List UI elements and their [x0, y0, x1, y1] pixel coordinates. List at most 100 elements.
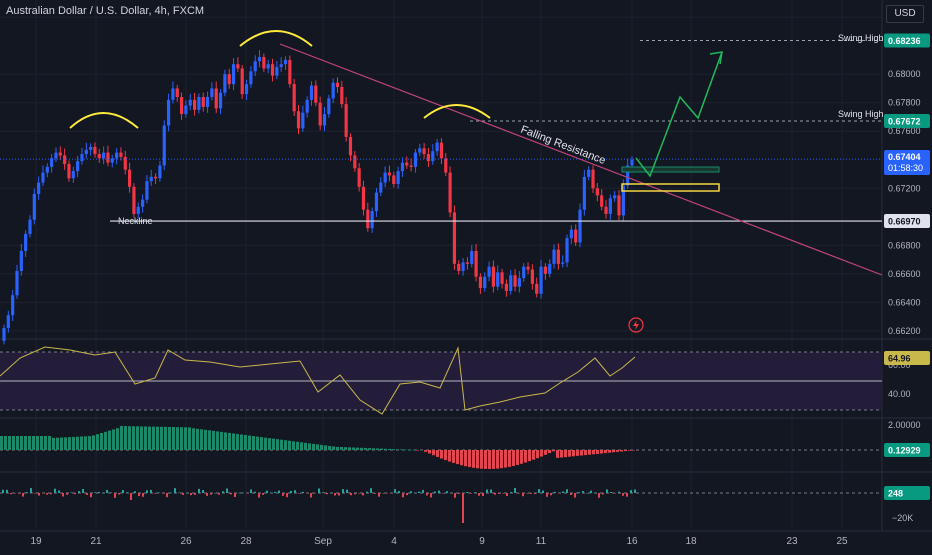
- volume-bar: [10, 493, 12, 495]
- candle: [374, 188, 379, 217]
- currency-button[interactable]: USD: [886, 5, 924, 23]
- candle: [574, 224, 578, 247]
- macd-bar: [472, 450, 475, 468]
- candle-body: [457, 263, 461, 271]
- candle-body: [396, 171, 400, 184]
- head-arc: [239, 30, 313, 47]
- candle-body: [340, 87, 344, 105]
- volume-bar: [286, 493, 288, 498]
- macd-bar: [504, 450, 507, 468]
- macd-bar: [260, 437, 263, 450]
- candle-body: [522, 266, 526, 279]
- candle-body: [301, 112, 305, 129]
- candle-body: [595, 188, 599, 196]
- volume-value-label-bg: [884, 486, 930, 500]
- volume-bar: [486, 489, 488, 493]
- candle-body: [387, 172, 392, 176]
- candle-body: [513, 275, 517, 287]
- candle: [192, 92, 197, 116]
- candle-body: [474, 251, 478, 277]
- candle-body: [487, 266, 491, 277]
- macd-bar: [536, 450, 539, 459]
- candle-body: [444, 158, 448, 173]
- macd-bar: [100, 433, 103, 450]
- candle-body: [184, 105, 188, 115]
- candle-body: [266, 64, 270, 69]
- volume-bar: [226, 488, 228, 493]
- macd-bar: [116, 428, 119, 450]
- volume-bar: [410, 491, 412, 493]
- candle-body: [561, 262, 565, 264]
- candle-body: [93, 146, 97, 155]
- candle: [548, 259, 552, 278]
- volume-bar: [14, 493, 16, 494]
- macd-bar: [480, 450, 483, 469]
- volume-bar: [250, 489, 252, 493]
- volume-bar: [362, 493, 364, 496]
- volume-bar: [114, 493, 116, 498]
- volume-bar: [382, 493, 384, 494]
- candle: [19, 244, 23, 276]
- candle: [461, 257, 465, 276]
- candle: [76, 155, 80, 177]
- macd-bar: [56, 437, 59, 450]
- candle: [45, 163, 49, 178]
- volume-bar: [238, 492, 240, 494]
- macd-bar: [512, 450, 515, 466]
- volume-bar: [154, 493, 156, 494]
- volume-bar: [490, 489, 492, 493]
- volume-bar: [158, 492, 160, 494]
- macd-bar: [616, 450, 619, 452]
- macd-bar: [540, 450, 543, 457]
- candle-body: [19, 251, 23, 271]
- candle: [283, 56, 288, 71]
- volume-bar: [22, 493, 24, 497]
- candle: [6, 310, 10, 333]
- candle-body: [223, 74, 227, 93]
- candle-body: [11, 295, 15, 316]
- candle: [205, 91, 210, 113]
- candle-body: [400, 162, 405, 172]
- macd-bar: [624, 450, 627, 452]
- macd-bar: [348, 447, 351, 450]
- shoulder-arc: [423, 104, 491, 119]
- volume-bar: [462, 493, 464, 523]
- candle: [188, 93, 192, 111]
- macd-bar: [272, 438, 275, 450]
- candle: [361, 180, 366, 216]
- macd-bar: [464, 450, 467, 467]
- volume-bar: [454, 493, 456, 498]
- macd-bar: [64, 437, 67, 450]
- chart-title: Australian Dollar / U.S. Dollar, 4h, FXC…: [6, 5, 205, 17]
- candle-body: [327, 98, 331, 115]
- volume-bar: [266, 490, 268, 493]
- volume-bar: [2, 489, 4, 493]
- macd-bar: [132, 426, 135, 450]
- volume-bar: [414, 492, 416, 494]
- volume-bar: [190, 493, 192, 496]
- candle: [517, 271, 521, 293]
- volume-bar: [330, 492, 332, 494]
- candle: [149, 169, 153, 186]
- candle: [80, 147, 84, 165]
- candle: [197, 93, 201, 114]
- candle: [314, 80, 318, 107]
- volume-bar: [630, 490, 632, 493]
- candle: [266, 59, 270, 74]
- candle: [132, 183, 136, 218]
- volume-bar: [442, 493, 444, 494]
- candle-body: [621, 185, 625, 216]
- macd-bar: [556, 450, 559, 458]
- candle: [543, 263, 547, 280]
- macd-bar: [404, 449, 407, 451]
- candle: [409, 158, 413, 172]
- candle: [231, 58, 236, 91]
- volume-bar: [322, 492, 324, 493]
- volume-bar: [118, 493, 120, 495]
- volume-bar: [82, 488, 84, 493]
- current-price-label: 0.67404: [888, 152, 921, 162]
- candle-body: [136, 206, 140, 214]
- volume-bar: [386, 493, 388, 494]
- candle: [600, 189, 604, 211]
